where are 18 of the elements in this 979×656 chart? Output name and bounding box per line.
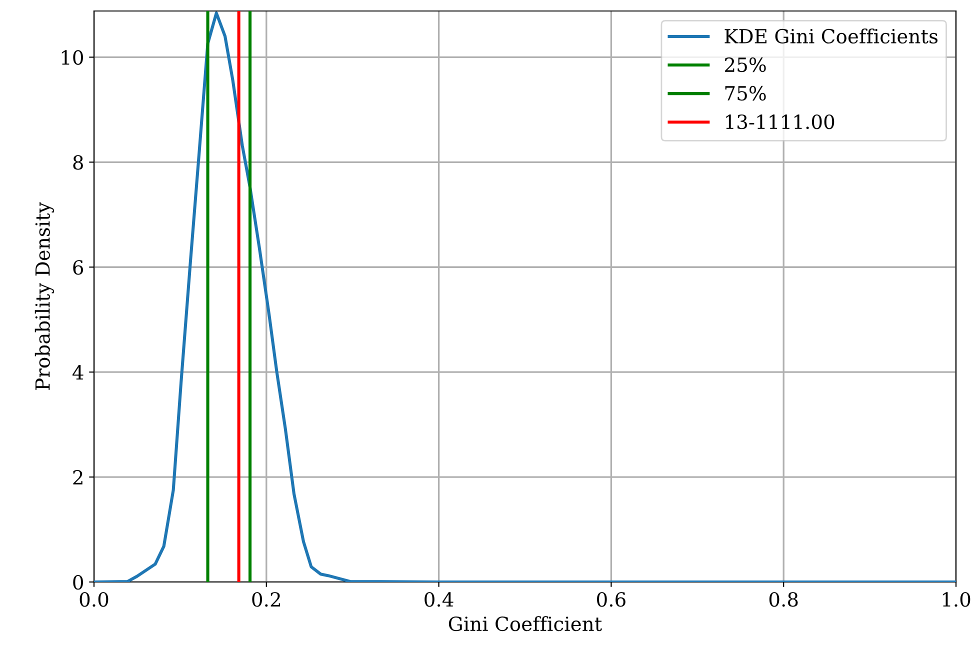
x-tick-label: 0.6	[597, 592, 626, 607]
y-axis-title: Probability Density	[34, 202, 54, 390]
x-tick-label: 0.2	[252, 592, 280, 607]
y-tick-label: 2	[73, 470, 82, 484]
legend-label: KDE Gini Coefficients	[724, 28, 938, 44]
y-tick-label: 4	[72, 365, 84, 380]
y-tick-label: 6	[73, 260, 84, 275]
x-axis-title: Gini Coefficient	[448, 616, 602, 632]
x-tick-label: 1.0	[942, 592, 970, 607]
x-tick-label: 0.4	[424, 592, 454, 607]
x-tick-label: 0.8	[769, 592, 798, 607]
legend-label: 25%	[725, 57, 766, 72]
y-tick-label: 10	[62, 50, 83, 65]
x-tick-label: 0.0	[80, 592, 108, 607]
y-tick-label: 0	[73, 574, 83, 590]
legend-label: 13-1111.00	[726, 114, 834, 130]
y-tick-label: 8	[73, 155, 83, 170]
legend-label: 75%	[725, 86, 766, 101]
